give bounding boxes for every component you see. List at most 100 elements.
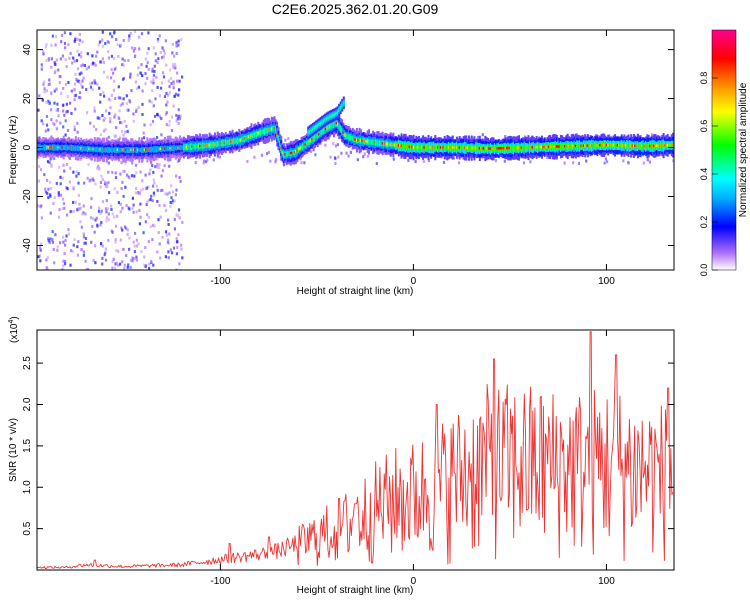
spectrogram-speckle (110, 93, 113, 97)
ridge-peak-cell (359, 139, 363, 142)
spectrogram-speckle (104, 207, 108, 211)
spectrogram-speckle (135, 187, 138, 191)
spectrogram-speckle (86, 268, 90, 270)
spectrogram-speckle (79, 96, 82, 100)
ridge-peak-cell (247, 135, 250, 139)
ridge-cell (608, 142, 611, 148)
spectrogram-speckle (89, 82, 92, 86)
ridge-cell (192, 144, 195, 150)
ridge-cell (42, 145, 45, 151)
spectrogram-speckle (172, 65, 175, 69)
spectrogram-speckle (62, 125, 65, 129)
spectrogram-speckle (123, 59, 126, 63)
ridge-peak-cell (601, 143, 604, 147)
spectrogram-speckle (218, 155, 221, 159)
spectrogram-speckle (107, 135, 110, 139)
spectrogram-speckle (164, 192, 167, 196)
ridge-cell (487, 145, 489, 152)
ridge-peak-cell (364, 139, 367, 143)
spectrogram-speckle (91, 88, 94, 92)
snr-y-tick-label: 1.5 (22, 438, 33, 452)
spectrogram-speckle (78, 72, 81, 76)
spectrogram-speckle (71, 61, 74, 65)
spectrogram-speckle (43, 90, 46, 94)
spectrogram-speckle (126, 232, 129, 236)
spectrogram-speckle (66, 187, 69, 191)
ridge-peak-cell (158, 147, 161, 151)
spectrogram-speckle (128, 37, 131, 41)
ridge-cell (82, 146, 85, 151)
ridge-cell (266, 127, 269, 134)
ridge-cell (76, 145, 79, 151)
spectrogram-speckle (38, 254, 41, 258)
spectrogram-speckle (104, 182, 107, 186)
spectrogram-speckle (66, 94, 69, 98)
spectrogram-speckle (135, 110, 138, 113)
spectrogram-speckle (422, 160, 425, 163)
spectrogram-speckle (175, 41, 178, 45)
ridge-cell (149, 146, 152, 153)
ridge-cell (377, 140, 380, 146)
spectrogram-speckle (101, 200, 105, 204)
spectrogram-speckle (74, 93, 78, 97)
ridge-cell (216, 141, 219, 147)
spectrogram-speckle (73, 82, 77, 86)
spectrogram-speckle (76, 79, 79, 83)
spectrogram-speckle (86, 176, 89, 180)
spectrogram-speckle (175, 119, 178, 123)
ridge-cell (639, 143, 642, 150)
spectrogram-speckle (672, 159, 674, 163)
ridge-cell (62, 145, 65, 150)
ridge-cell (338, 123, 341, 130)
ridge-peak-cell (518, 146, 521, 149)
ridge-peak-cell (603, 143, 606, 147)
spectrogram-speckle (109, 32, 112, 36)
spectrogram-speckle (89, 121, 92, 125)
spectrogram-speckle (134, 54, 137, 58)
spectrogram-speckle (119, 121, 122, 125)
ridge-cell (139, 147, 142, 153)
spectrogram-speckle (113, 57, 116, 61)
spectrogram-speckle (152, 191, 155, 195)
ridge-cell (66, 144, 69, 151)
ridge-cell (320, 129, 323, 136)
spectrogram-y-tick-label: 0 (22, 144, 33, 150)
ridge-peak-cell (464, 146, 467, 150)
spectrogram-speckle (144, 220, 147, 224)
spectrogram-speckle (177, 108, 180, 112)
spectrogram-speckle (119, 262, 122, 266)
spectrogram-speckle (55, 108, 58, 112)
spectrogram-speckle (57, 191, 60, 195)
ridge-cell (73, 145, 76, 151)
spectrogram-speckle (130, 89, 133, 93)
spectrogram-speckle (141, 113, 144, 116)
spectrogram-speckle (126, 228, 129, 232)
ridge-cell (262, 129, 265, 134)
ridge-cell (181, 145, 184, 150)
spectrogram-speckle (147, 31, 150, 35)
ridge-cell (534, 145, 537, 150)
spectrogram-speckle (104, 128, 107, 131)
ridge-peak-cell (50, 146, 53, 149)
ridge-peak-cell (546, 145, 549, 149)
spectrogram-speckle (175, 52, 178, 55)
ridge-cell (180, 144, 183, 151)
ridge-cell (514, 145, 516, 151)
spectrogram-speckle (145, 187, 148, 191)
ridge-cell (369, 139, 372, 145)
spectrogram-speckle (46, 179, 49, 182)
spectrogram-speckle (76, 130, 79, 134)
spectrogram-speckle (49, 211, 52, 215)
spectrogram-y-tick-label: 40 (22, 44, 33, 56)
spectrogram-speckle (98, 116, 101, 120)
ridge-cell (282, 151, 285, 158)
ridge-cell (316, 132, 319, 139)
ridge-cell (569, 143, 572, 149)
ridge-cell (174, 145, 177, 151)
spectrogram-speckle (152, 78, 155, 82)
spectrogram-speckle (158, 242, 161, 246)
ridge-cell (592, 143, 595, 148)
spectrogram-speckle (176, 71, 179, 75)
ridge-peak-cell (88, 147, 91, 151)
secondary-track-cell (308, 130, 311, 134)
